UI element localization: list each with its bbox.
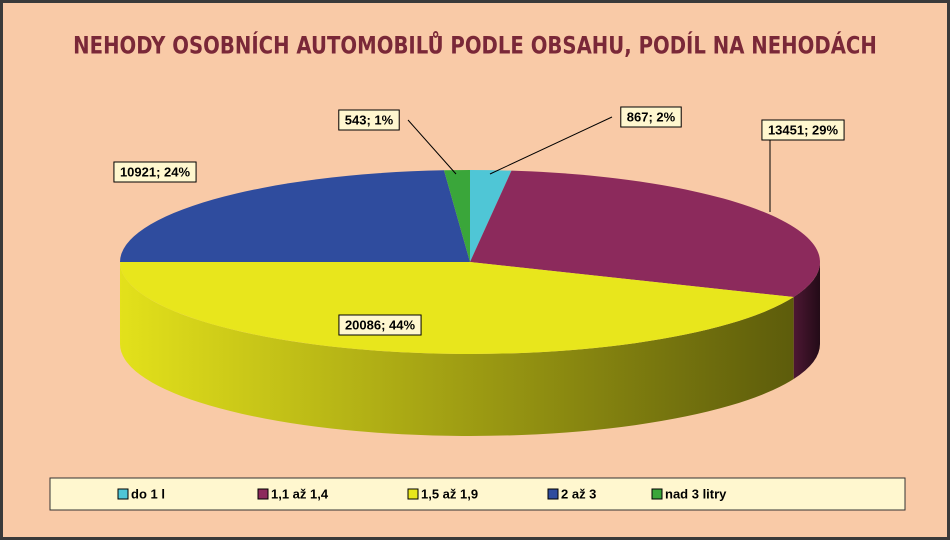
pie-side (120, 262, 794, 436)
data-label: 543; 1% (345, 112, 394, 127)
pie-slice (470, 170, 821, 298)
data-labels: 867; 2% 13451; 29% 20086; 44% 10921; 24% 543… (113, 106, 845, 336)
legend-swatch (117, 488, 129, 500)
data-label: 10921; 24% (120, 164, 191, 179)
data-label-box (620, 106, 682, 128)
legend-swatch (547, 488, 559, 500)
chart-title: NEHODY OSOBNÍCH AUTOMOBILŮ PODLE OBSAHU,… (73, 32, 877, 60)
pie-slice (120, 170, 470, 262)
data-label-box (338, 109, 400, 131)
data-label: 867; 2% (627, 109, 676, 124)
pie-side (793, 262, 820, 380)
data-label-box (338, 314, 422, 336)
legend-label: 2 až 3 (561, 486, 596, 501)
legend-label: do 1 l (131, 486, 165, 501)
pie (119, 170, 821, 436)
data-label-box (113, 161, 197, 183)
leader-line (407, 119, 457, 175)
legend (49, 477, 906, 511)
legend-swatch (651, 488, 663, 500)
pie-slice (119, 261, 794, 354)
legend-label: nad 3 litry (665, 486, 727, 501)
leader-line (489, 116, 613, 175)
legend-swatch (407, 488, 419, 500)
pie-slice (470, 170, 512, 262)
data-label: 20086; 44% (345, 317, 416, 332)
legend-label: 1,5 až 1,9 (421, 486, 478, 501)
data-label-box (761, 119, 845, 141)
legend-swatch (257, 488, 269, 500)
data-label: 13451; 29% (768, 122, 839, 137)
legend-items: do 1 l 1,1 až 1,4 1,5 až 1,9 2 až 3 nad 3 li… (117, 486, 727, 501)
pie-slice (443, 170, 470, 262)
legend-label: 1,1 až 1,4 (271, 486, 329, 501)
